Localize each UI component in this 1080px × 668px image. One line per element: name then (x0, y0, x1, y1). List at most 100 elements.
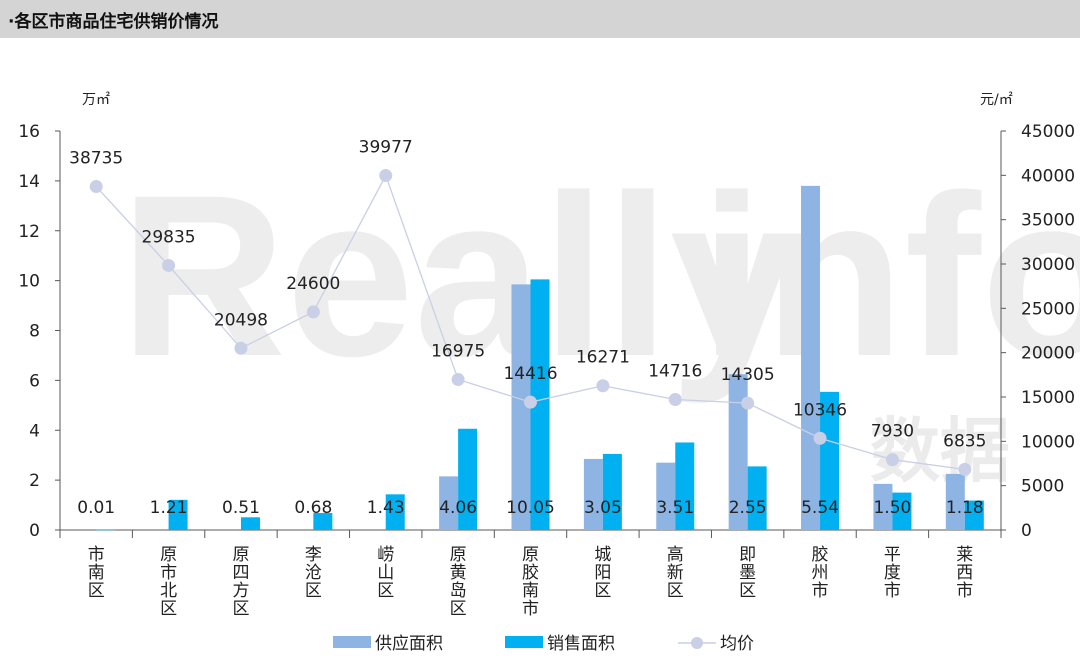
sales-data-label: 3.51 (656, 498, 694, 518)
x-tick-label: 市南区 (88, 545, 105, 601)
x-tick-label: 平度市 (884, 545, 901, 601)
x-tick-label: 李沧区 (305, 545, 322, 601)
sales-data-label: 0.01 (77, 498, 115, 518)
supply-bar (583, 458, 603, 530)
y-left-tick-label: 0 (29, 521, 40, 541)
price-point (234, 341, 248, 355)
x-tick-label: 胶州市 (812, 545, 829, 601)
supply-bar (801, 185, 821, 531)
y-right-tick-label: 0 (1021, 521, 1032, 541)
sales-bar (313, 513, 333, 530)
price-data-label: 14416 (503, 364, 557, 384)
x-tick-label: 原胶南市 (522, 545, 539, 619)
sales-bar (602, 453, 622, 530)
price-data-label: 7930 (871, 422, 914, 442)
watermark: Really info 数据 (120, 147, 1080, 492)
legend-price-label: 均价 (720, 634, 754, 654)
legend-supply-label: 供应面积 (375, 634, 443, 654)
sales-bar (964, 500, 984, 530)
price-point (451, 372, 465, 386)
sales-data-label: 1.50 (873, 498, 911, 518)
chart-legend: 供应面积 销售面积 均价 (333, 634, 754, 654)
price-data-label: 39977 (359, 138, 413, 158)
sales-bar (820, 391, 840, 530)
sales-data-label: 1.21 (150, 498, 188, 518)
x-tick-label: 崂山区 (377, 545, 394, 601)
price-data-label: 16271 (576, 348, 630, 368)
price-point (741, 396, 755, 410)
x-tick-label: 高新区 (667, 545, 684, 601)
price-data-label: 24600 (286, 274, 340, 294)
sales-data-label: 2.55 (729, 498, 767, 518)
sales-bar (892, 492, 912, 530)
y-right-tick-label: 15000 (1021, 388, 1075, 408)
price-point (524, 395, 537, 409)
y-right-tick-label: 10000 (1021, 432, 1075, 452)
y-left-tick-label: 8 (29, 322, 40, 342)
x-tick-label: 即墨区 (739, 545, 756, 601)
supply-bar (945, 473, 965, 530)
sales-bar (240, 517, 260, 530)
sales-bar (530, 279, 550, 530)
price-line (89, 169, 972, 476)
y-right-unit: 元/㎡ (980, 92, 1013, 108)
watermark-logo-text: Really (120, 147, 798, 404)
price-point (958, 462, 972, 476)
section-header: ·各区市商品住宅供销价情况 (0, 0, 1080, 38)
price-data-label: 10346 (793, 400, 847, 420)
x-tick-label: 原四方区 (232, 545, 249, 619)
x-tick-label: 莱西市 (956, 545, 973, 601)
price-point (89, 180, 103, 194)
price-data-label: 16975 (431, 341, 485, 361)
data-labels: 0.01 1.21 0.51 0.68 1.43 4.06 10.05 3.05 3.51 2.5… (69, 138, 986, 518)
y-left-tick-label: 10 (18, 272, 40, 292)
section-title: ·各区市商品住宅供销价情况 (8, 12, 219, 32)
y-right-tick-label: 20000 (1021, 344, 1075, 364)
sales-data-label: 3.05 (584, 498, 622, 518)
supply-bar (873, 483, 893, 530)
chart-axes: 0 2 4 6 8 10 12 14 16 0 5000 10000 15000 20000 25000 30… (18, 92, 1075, 619)
price-data-label: 14305 (721, 365, 775, 385)
price-point (379, 169, 393, 183)
price-point (306, 305, 320, 319)
price-point (813, 431, 827, 445)
y-right-tick-label: 40000 (1021, 166, 1075, 186)
legend-supply-swatch (333, 636, 371, 648)
x-tick-label: 原黄岛区 (450, 545, 467, 619)
y-left-tick-label: 2 (29, 471, 40, 491)
legend-sales-label: 销售面积 (547, 634, 615, 654)
sales-bar (458, 428, 478, 530)
y-right-tick-label: 5000 (1021, 477, 1064, 497)
legend-sales-swatch (505, 636, 543, 648)
sales-data-label: 4.06 (439, 498, 477, 518)
sales-bar (747, 466, 767, 530)
sales-data-label: 10.05 (506, 498, 555, 518)
sales-data-label: 0.51 (222, 498, 260, 518)
sales-data-label: 5.54 (801, 498, 839, 518)
sales-data-label: 1.18 (946, 498, 984, 518)
x-tick-label: 原市北区 (160, 545, 177, 619)
supply-bar (656, 462, 676, 530)
sales-bar (385, 494, 405, 530)
supply-bar (728, 374, 748, 530)
sales-data-label: 1.43 (367, 498, 405, 518)
price-data-label: 20498 (214, 310, 268, 330)
supply-bar (511, 284, 531, 530)
sales-bar (96, 529, 116, 531)
y-left-unit: 万㎡ (82, 92, 110, 108)
price-data-label: 29835 (142, 227, 196, 247)
supply-bar (439, 476, 459, 530)
y-right-tick-label: 35000 (1021, 211, 1075, 231)
legend-price-marker (691, 637, 703, 649)
y-right-tick-label: 45000 (1021, 122, 1075, 142)
y-left-tick-label: 16 (18, 122, 40, 142)
price-point (162, 258, 176, 272)
y-left-tick-label: 12 (18, 222, 40, 242)
y-right-tick-label: 30000 (1021, 255, 1075, 275)
y-left-tick-label: 14 (18, 172, 40, 192)
sales-bar (168, 499, 188, 530)
price-point (885, 453, 899, 467)
price-data-label: 6835 (943, 431, 986, 451)
